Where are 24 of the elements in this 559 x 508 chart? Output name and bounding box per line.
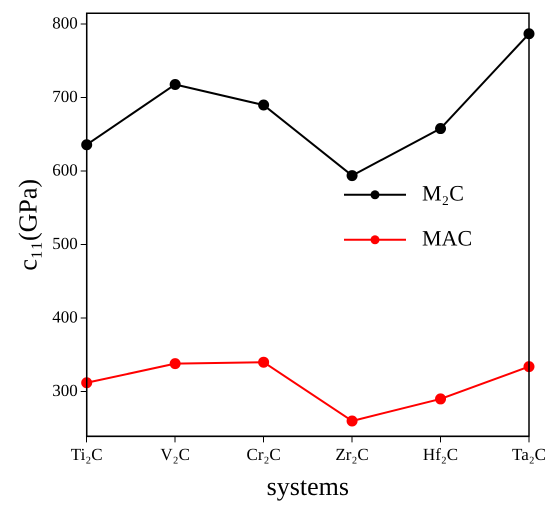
y-tick-label: 400: [52, 308, 78, 327]
point: [170, 358, 181, 370]
y-tick-label: 700: [52, 87, 78, 106]
x-tick-label: Hf₂C: [422, 445, 458, 464]
x-tick-label: V₂C: [160, 445, 190, 464]
y-tick-label: 800: [52, 14, 78, 33]
legend-label: MAC: [422, 226, 472, 251]
y-tick-label: 600: [52, 160, 78, 180]
point: [346, 415, 358, 426]
point: [346, 170, 358, 182]
x-tick-label: Cr₂C: [246, 445, 281, 464]
point: [258, 356, 270, 368]
y-tick-label: 500: [52, 234, 78, 254]
x-tick-label: Ta₂C: [512, 445, 546, 464]
x-axis-title: systems: [266, 472, 350, 502]
point: [435, 393, 446, 404]
x-tick-label: Zr₂C: [335, 445, 369, 464]
x-tick-label: Ti₂C: [70, 445, 103, 464]
point: [258, 100, 270, 111]
point: [435, 123, 446, 134]
y-tick-label: 300: [52, 381, 78, 400]
point: [170, 78, 181, 90]
legend-label: M₂C: [422, 180, 464, 206]
y-axis-title: c₁₁(GPa): [13, 178, 42, 271]
